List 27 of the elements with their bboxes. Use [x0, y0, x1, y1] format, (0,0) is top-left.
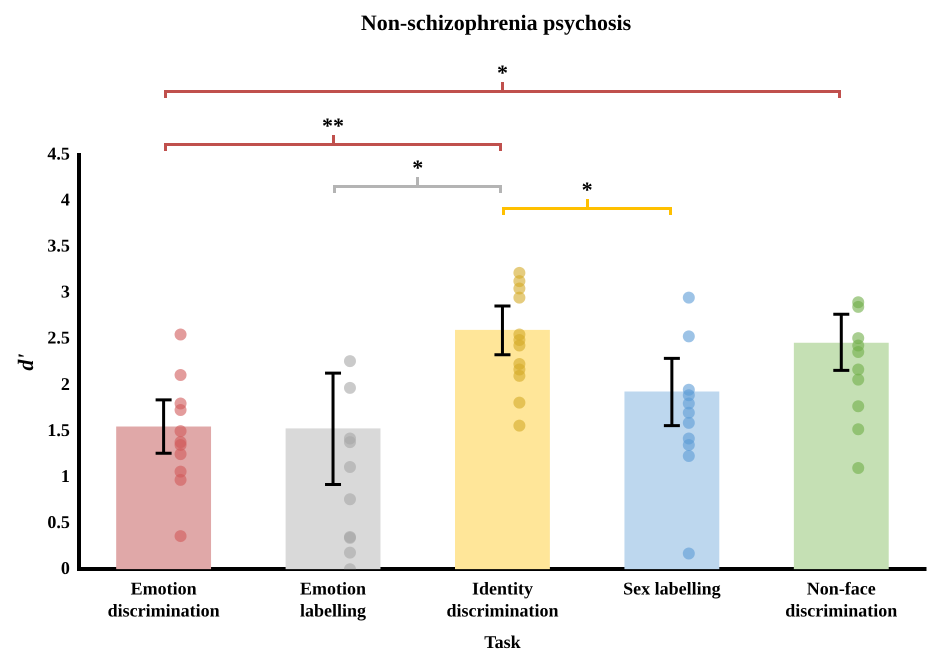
y-tick-label: 1 — [60, 466, 70, 486]
y-tick-label: 4 — [60, 190, 70, 210]
y-tick-label: 0.5 — [47, 512, 70, 532]
annotation: * — [412, 155, 424, 180]
y-tick-label: 2.5 — [47, 328, 70, 348]
chart-title: Non-schizophrenia psychosis — [360, 10, 632, 36]
y-tick-label: 1.5 — [47, 420, 70, 440]
y-tick-label: 0 — [60, 558, 70, 578]
y-tick-label: 3 — [60, 282, 70, 302]
y-tick-label: 2 — [60, 374, 70, 394]
text: * — [496, 60, 508, 85]
bar — [286, 428, 380, 570]
bar — [794, 342, 889, 570]
annotation: * — [582, 177, 593, 202]
bar — [455, 330, 550, 570]
x-tick-label: Non-face discrimination — [785, 578, 898, 620]
x-tick-label: Sex labelling — [623, 578, 721, 599]
y-tick-label: 3.5 — [47, 236, 70, 256]
x-tick-label: Emotion labelling — [300, 578, 366, 620]
bar — [624, 392, 720, 570]
bar — [116, 426, 212, 570]
x-tick-label: Emotion discrimination — [108, 578, 220, 620]
text: ** — [322, 113, 344, 138]
x-axis-title: Task — [484, 632, 521, 652]
y-axis-title: d' — [12, 354, 38, 371]
y-tick-label: 4.5 — [47, 144, 70, 164]
x-tick-label: Identity discrimination — [446, 578, 558, 620]
